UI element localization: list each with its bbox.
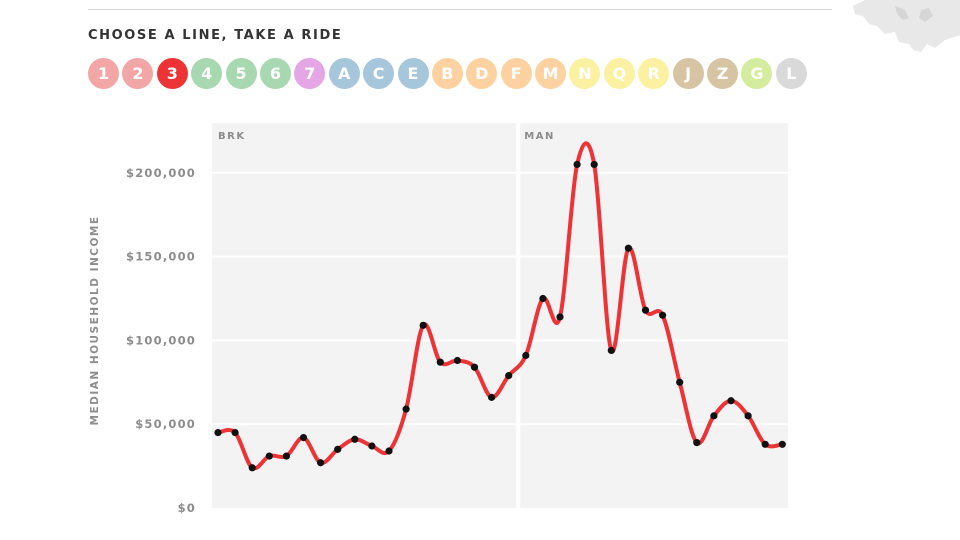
- line-f-button[interactable]: F: [500, 58, 532, 89]
- line-r-button[interactable]: R: [638, 58, 670, 89]
- line-n-button[interactable]: N: [569, 58, 601, 89]
- station-point: [693, 439, 701, 447]
- line-a-button[interactable]: A: [328, 58, 360, 89]
- line-2-button[interactable]: 2: [122, 58, 154, 89]
- station-point: [641, 306, 650, 314]
- station-point: [488, 393, 496, 401]
- station-point: [402, 405, 410, 413]
- station-point: [505, 371, 513, 380]
- station-point: [470, 363, 479, 371]
- y-tick-label: $100,000: [126, 333, 196, 347]
- y-tick-label: $50,000: [135, 417, 196, 431]
- borough-label-man: MAN: [524, 131, 555, 142]
- station-point: [436, 358, 444, 366]
- station-point: [539, 294, 547, 303]
- station-point: [334, 445, 342, 453]
- station-point: [659, 311, 667, 319]
- y-tick-label: $150,000: [126, 250, 196, 264]
- station-point: [744, 412, 752, 420]
- station-point: [624, 244, 633, 252]
- station-point: [590, 160, 598, 169]
- top-divider: [88, 9, 832, 10]
- line-l-button[interactable]: L: [775, 58, 807, 89]
- station-point: [676, 378, 684, 386]
- station-point: [453, 356, 461, 365]
- line-z-button[interactable]: Z: [707, 58, 739, 89]
- line-g-button[interactable]: G: [741, 58, 773, 89]
- map-fragment: [853, 0, 960, 52]
- station-point: [248, 464, 256, 472]
- station-point: [761, 440, 769, 448]
- y-tick-label: $0: [178, 501, 196, 515]
- line-6-button[interactable]: 6: [259, 58, 291, 89]
- line-7-button[interactable]: 7: [294, 58, 326, 89]
- station-point: [351, 435, 359, 443]
- station-point: [607, 346, 615, 355]
- line-j-button[interactable]: J: [672, 58, 704, 89]
- line-m-button[interactable]: M: [535, 58, 567, 89]
- station-point: [317, 459, 325, 467]
- plot-background: [212, 123, 788, 508]
- line-q-button[interactable]: Q: [603, 58, 635, 89]
- station-point: [385, 447, 393, 455]
- station-point: [778, 440, 786, 448]
- station-point: [214, 428, 222, 437]
- station-point: [556, 313, 564, 321]
- y-axis-title: MEDIAN HOUSEHOLD INCOME: [89, 215, 101, 425]
- line-b-button[interactable]: B: [431, 58, 463, 89]
- line-e-button[interactable]: E: [397, 58, 429, 89]
- line-c-button[interactable]: C: [363, 58, 395, 89]
- station-point: [282, 452, 290, 460]
- line-3-button[interactable]: 3: [156, 58, 188, 89]
- station-point: [368, 442, 376, 450]
- line-1-button[interactable]: 1: [88, 58, 119, 89]
- station-point: [710, 412, 718, 420]
- line-d-button[interactable]: D: [466, 58, 498, 89]
- borough-label-brk: BRK: [218, 131, 246, 142]
- line-4-button[interactable]: 4: [191, 58, 223, 89]
- station-point: [573, 160, 581, 169]
- station-point: [231, 428, 239, 437]
- station-point: [419, 321, 427, 329]
- y-tick-label: $200,000: [126, 166, 196, 180]
- line-5-button[interactable]: 5: [225, 58, 257, 89]
- station-point: [299, 434, 308, 442]
- station-point: [522, 351, 530, 360]
- station-point: [265, 452, 273, 460]
- line-picker-heading: CHOOSE A LINE, TAKE A RIDE: [88, 28, 343, 43]
- station-point: [727, 397, 735, 405]
